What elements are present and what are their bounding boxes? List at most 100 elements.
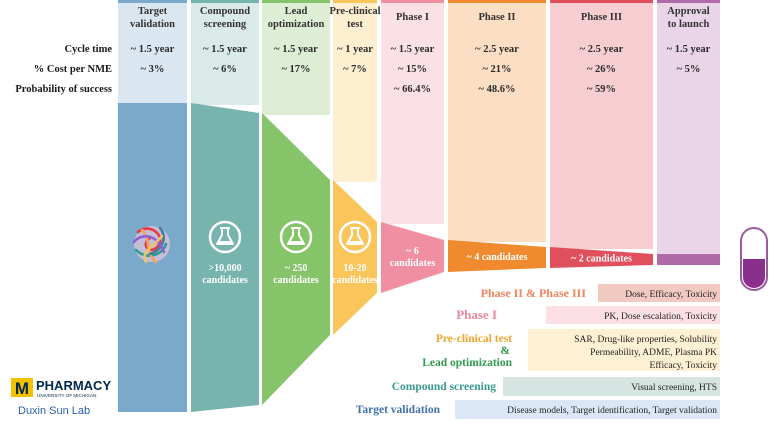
stage-title: test	[347, 19, 363, 30]
stage-candidates: ~ 250	[285, 263, 308, 274]
stage-title: Target	[138, 6, 168, 17]
stage-title: Lead	[285, 6, 308, 17]
column-accent-4	[381, 0, 444, 3]
legend-item: Phase I PK, Dose escalation, Toxicity	[456, 306, 720, 324]
column-bg-4	[381, 3, 444, 224]
stage-cost: ~ 15%	[398, 64, 427, 75]
funnel-segment-2	[262, 113, 330, 405]
stage-title: optimization	[268, 19, 325, 30]
funnel-segment-6	[550, 247, 653, 268]
stage-title: Pre-clinical	[329, 6, 380, 17]
stage-title: Phase III	[581, 12, 622, 23]
svg-text:M: M	[15, 379, 29, 398]
stage-title: Compound	[200, 6, 250, 17]
legend-desc: Visual screening, HTS	[631, 383, 717, 393]
lab-name: Duxin Sun Lab	[18, 405, 90, 417]
stage-title: Approval	[667, 6, 709, 17]
flask-icon	[279, 220, 313, 254]
stage-cost: ~ 21%	[482, 64, 511, 75]
stage-success: ~ 66.4%	[394, 84, 431, 95]
stage-candidates: ~ 4 candidates	[467, 252, 528, 263]
column-bg-0	[118, 3, 187, 105]
funnel-segment-4	[381, 222, 444, 293]
pharmacy-logo: M PHARMACY UNIVERSITY OF MICHIGAN Duxin …	[11, 378, 111, 417]
legend-desc: Dose, Efficacy, Toxicity	[625, 289, 717, 300]
stage-candidates: >10,000	[208, 263, 241, 274]
legend-item: Pre-clinical test&Lead optimization SAR, …	[422, 329, 720, 371]
stage-candidates: candidates	[332, 275, 378, 286]
stage-cost: ~ 3%	[141, 64, 165, 75]
legend-desc: PK, Dose escalation, Toxicity	[604, 312, 717, 322]
stage-cycle: ~ 1.5 year	[203, 44, 247, 55]
column-accent-5	[448, 0, 546, 3]
legend-item: Compound screening Visual screening, HTS	[392, 377, 720, 396]
stage-success: ~ 48.6%	[479, 84, 516, 95]
stage-candidates: ~ 2 candidates	[571, 254, 632, 265]
logo-sub: UNIVERSITY OF MICHIGAN	[37, 393, 96, 398]
stage-cost: ~ 5%	[677, 64, 701, 75]
column-bg-7	[657, 3, 720, 256]
legend-item: Target validation Disease models, Target …	[356, 400, 720, 419]
legend-title: Phase II & Phase III	[481, 286, 587, 300]
stage-cycle: ~ 1.5 year	[274, 44, 318, 55]
legend-desc: Efficacy, Toxicity	[650, 360, 718, 371]
legend-title: Pre-clinical test	[436, 333, 512, 345]
legend-title: &	[500, 345, 510, 357]
legend-desc: Permeability, ADME, Plasma PK	[590, 348, 717, 358]
stage-title: validation	[130, 19, 175, 30]
column-bg-3	[333, 3, 377, 182]
row-label-cycle: Cycle time	[64, 44, 112, 55]
stage-cost: ~ 7%	[343, 64, 367, 75]
stage-cycle: ~ 1.5 year	[667, 44, 711, 55]
stage-columns	[118, 0, 720, 256]
legend-title: Target validation	[356, 404, 441, 416]
flask-icon	[338, 220, 372, 254]
stage-cycle: ~ 2.5 year	[475, 44, 519, 55]
stage-candidates: 10-20	[343, 263, 366, 274]
column-accent-2	[262, 0, 330, 3]
stage-texts: Target validation ~ 1.5 year ~ 3% Compound sc…	[130, 6, 711, 286]
stage-cycle: ~ 1.5 year	[391, 44, 435, 55]
column-bg-2	[262, 3, 330, 115]
column-bg-1	[191, 3, 259, 105]
block-m-icon: M	[11, 378, 33, 398]
stage-candidates: candidates	[390, 258, 436, 269]
funnel-segment-7	[657, 254, 720, 265]
stage-title: to launch	[668, 19, 710, 30]
column-bg-6	[550, 3, 653, 249]
stage-candidates: candidates	[202, 275, 248, 286]
stage-title: Phase I	[396, 12, 429, 23]
legend-title: Lead optimization	[422, 357, 512, 369]
row-label-success: Probability of success	[15, 84, 112, 95]
stage-cost: ~ 26%	[587, 64, 616, 75]
legend-title: Phase I	[456, 307, 497, 322]
column-accent-3	[333, 0, 377, 3]
stage-cost: ~ 6%	[213, 64, 237, 75]
stage-cycle: ~ 1 year	[337, 44, 373, 55]
legend-box	[528, 329, 720, 371]
flask-icon	[208, 220, 242, 254]
stage-cost: ~ 17%	[281, 64, 310, 75]
pill-icon	[740, 227, 768, 291]
column-accent-7	[657, 0, 720, 3]
legend-item: Phase II & Phase III Dose, Efficacy, Toxi…	[481, 284, 720, 302]
legend-box	[546, 306, 720, 324]
column-accent-0	[118, 0, 187, 3]
column-bg-5	[448, 3, 546, 242]
column-accent-1	[191, 0, 259, 3]
funnel-segment-5	[448, 240, 546, 272]
row-label-cost: % Cost per NME	[34, 64, 112, 75]
stage-title: Phase II	[478, 12, 515, 23]
legend-box	[598, 284, 720, 302]
stage-success: ~ 59%	[587, 84, 616, 95]
legend-desc: Disease models, Target identification, T…	[507, 405, 717, 416]
stage-candidates: candidates	[273, 275, 319, 286]
funnel-segment-3	[333, 180, 377, 335]
legend-desc: SAR, Drug-like properties, Solubility	[574, 335, 717, 345]
stage-title: screening	[204, 19, 247, 30]
legend-box	[455, 400, 720, 419]
legend: Phase II & Phase III Dose, Efficacy, Toxi…	[356, 284, 720, 419]
protein-icon	[132, 226, 170, 264]
stage-icons	[132, 220, 372, 264]
